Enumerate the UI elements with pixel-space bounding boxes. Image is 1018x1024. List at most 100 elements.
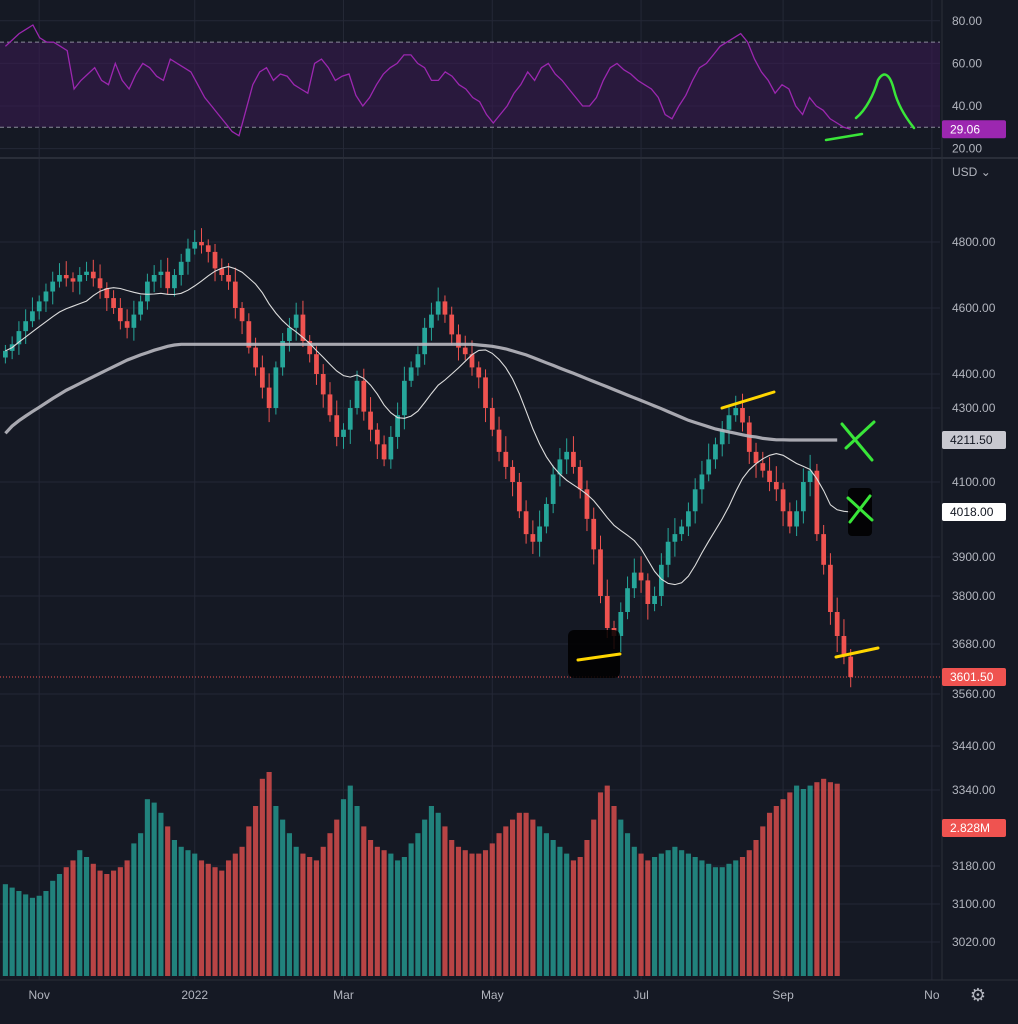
candle[interactable] [388,426,394,469]
candle[interactable] [165,257,171,295]
candle[interactable] [205,239,211,263]
candle[interactable] [476,361,482,389]
candle[interactable] [571,436,576,474]
candle[interactable] [239,302,245,335]
candle[interactable] [510,460,515,497]
candle[interactable] [767,457,772,492]
candle[interactable] [794,500,799,537]
candle[interactable] [746,415,752,464]
candle[interactable] [733,395,739,422]
candle[interactable] [23,309,29,344]
candle[interactable] [287,317,292,352]
candle[interactable] [104,282,110,311]
candle[interactable] [50,271,56,305]
candle[interactable] [462,335,468,361]
candle[interactable] [692,478,698,524]
candle[interactable] [591,507,597,565]
candle[interactable] [456,324,461,361]
candle[interactable] [395,402,400,449]
candle[interactable] [212,243,218,282]
candle[interactable] [293,302,299,341]
candle[interactable] [273,361,279,415]
candle[interactable] [625,576,630,620]
candle[interactable] [740,393,745,432]
candle[interactable] [753,442,759,478]
candle[interactable] [97,264,103,299]
candle[interactable] [368,397,373,442]
candle[interactable] [63,261,69,287]
moving-average-fast[interactable] [5,266,851,586]
candle[interactable] [686,502,691,537]
candle[interactable] [719,421,725,457]
candle[interactable] [618,602,624,652]
candle[interactable] [266,373,272,423]
candle[interactable] [347,399,353,444]
candle[interactable] [111,290,116,314]
candle[interactable] [381,435,387,467]
candle[interactable] [544,497,549,534]
candle[interactable] [300,300,306,347]
candle[interactable] [828,553,833,625]
rsi-pane[interactable] [0,24,940,137]
candle[interactable] [537,510,542,557]
candle[interactable] [226,263,231,290]
candle[interactable] [70,272,76,293]
candle[interactable] [604,579,610,638]
candle[interactable] [402,366,407,430]
candle[interactable] [787,502,793,534]
candle[interactable] [652,586,657,612]
candle[interactable] [429,302,434,341]
candle[interactable] [679,519,685,541]
rsi-line[interactable] [4,24,851,137]
candle[interactable] [503,436,509,479]
candle[interactable] [713,437,718,469]
candle[interactable] [307,335,313,363]
candle[interactable] [645,573,651,620]
candle[interactable] [638,556,644,593]
candle[interactable] [178,253,184,286]
candle[interactable] [415,346,421,376]
candle[interactable] [327,382,333,422]
candle[interactable] [489,397,495,437]
price-pane[interactable] [0,228,940,688]
candle[interactable] [320,364,326,408]
candle[interactable] [172,269,177,297]
moving-average-slow[interactable] [4,342,838,442]
candle[interactable] [280,333,286,376]
candle[interactable] [77,267,83,295]
candle[interactable] [523,500,529,544]
candle[interactable] [354,370,360,415]
candle[interactable] [408,361,414,387]
candle[interactable] [117,298,123,330]
candle[interactable] [259,355,265,399]
candle[interactable] [232,267,238,319]
candle[interactable] [199,228,204,254]
candle[interactable] [598,535,603,604]
candle[interactable] [124,309,130,339]
candle[interactable] [726,404,732,444]
candle[interactable] [760,451,766,478]
candle[interactable] [672,518,678,557]
candle[interactable] [145,273,150,310]
gear-icon[interactable]: ⚙ [969,985,987,1006]
candle[interactable] [577,460,583,499]
candle[interactable] [57,263,62,288]
candle[interactable] [84,261,89,281]
candle[interactable] [801,468,806,524]
candle[interactable] [706,443,712,482]
candle[interactable] [158,259,164,288]
candle[interactable] [442,295,448,323]
candle[interactable] [516,472,522,519]
candle[interactable] [151,265,157,293]
candle[interactable] [422,317,428,365]
candle[interactable] [469,340,475,376]
candle[interactable] [564,438,570,475]
candle[interactable] [341,423,346,449]
candle[interactable] [530,520,536,554]
candle[interactable] [16,321,22,355]
candle[interactable] [435,287,441,321]
candle[interactable] [848,649,854,688]
candle[interactable] [131,300,137,341]
candle[interactable] [780,482,786,527]
